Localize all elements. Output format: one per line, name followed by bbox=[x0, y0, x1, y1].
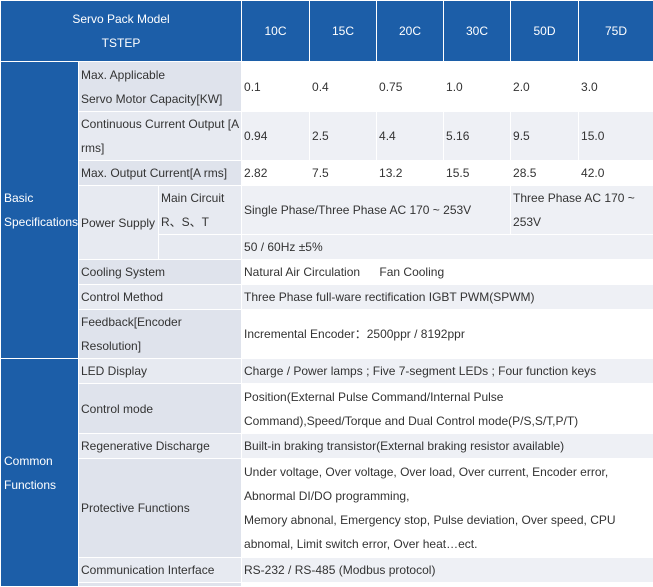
table-cell: 15.5 bbox=[444, 161, 511, 186]
feedback-value: Incremental Encoder：2500ppr / 8192ppr bbox=[242, 310, 653, 359]
model-col-15c: 15C bbox=[310, 1, 377, 62]
table-row: Continuous Current Output [A rms] 0.94 2… bbox=[1, 112, 653, 161]
table-row: Feedback[Encoder Resolution] Incremental… bbox=[1, 310, 653, 359]
row-label-max-output-current: Max. Output Current[A rms] bbox=[79, 161, 242, 186]
table-row: Control Method Three Phase full-ware rec… bbox=[1, 285, 653, 310]
row-label-protective-functions: Protective Functions bbox=[79, 459, 242, 558]
table-cell: 2.5 bbox=[310, 112, 377, 161]
table-cell: 4.4 bbox=[377, 112, 444, 161]
row-label-control-method: Control Method bbox=[79, 285, 242, 310]
table-cell: 0.75 bbox=[377, 62, 444, 112]
header-row: Servo Pack Model TSTEP 10C 15C 20C 30C 5… bbox=[1, 1, 653, 62]
row-label-feedback: Feedback[Encoder Resolution] bbox=[79, 310, 242, 359]
table-row: Basic Specifications Max. Applicable Ser… bbox=[1, 62, 653, 112]
regen-value: Built-in braking transistor(External bra… bbox=[242, 434, 653, 459]
category-common-functions: Common Functions bbox=[1, 359, 79, 587]
table-cell: 2.82 bbox=[242, 161, 310, 186]
spacer-cell bbox=[242, 583, 653, 587]
cooling-fan: Fan Cooling bbox=[379, 260, 444, 284]
row-label-regenerative-discharge: Regenerative Discharge bbox=[79, 434, 242, 459]
row-label-cooling-system: Cooling System bbox=[79, 260, 242, 285]
model-col-75d: 75D bbox=[579, 1, 653, 62]
table-cell: 0.94 bbox=[242, 112, 310, 161]
cooling-natural: Natural Air Circulation bbox=[244, 260, 360, 284]
table-row: Communication Interface RS-232 / RS-485 … bbox=[1, 558, 653, 583]
model-sub-label: TSTEP bbox=[3, 31, 239, 55]
model-label: Servo Pack Model bbox=[3, 7, 239, 31]
control-mode-value: Position(External Pulse Command/Internal… bbox=[242, 384, 653, 434]
model-col-50d: 50D bbox=[511, 1, 579, 62]
row-sublabel-empty bbox=[159, 235, 242, 260]
row-label-continuous-current: Continuous Current Output [A rms] bbox=[79, 112, 242, 161]
row-label-power-supply: Power Supply bbox=[79, 186, 159, 260]
spacer-cell bbox=[79, 583, 242, 587]
power-frequency: 50 / 60Hz ±5% bbox=[242, 235, 653, 260]
table-cell: 5.16 bbox=[444, 112, 511, 161]
table-row: Power Supply Main Circuit R、S、T Single P… bbox=[1, 186, 653, 235]
control-method-value: Three Phase full-ware rectification IGBT… bbox=[242, 285, 653, 310]
table-cell: 0.1 bbox=[242, 62, 310, 112]
table-row: Cooling System Natural Air Circulation F… bbox=[1, 260, 653, 285]
table-row: Common Functions LED Display Charge / Po… bbox=[1, 359, 653, 384]
cooling-values: Natural Air Circulation Fan Cooling bbox=[242, 260, 653, 285]
row-label-max-motor-capacity: Max. Applicable Servo Motor Capacity[KW] bbox=[79, 62, 242, 112]
table-cell: 42.0 bbox=[579, 161, 653, 186]
table-cell: 0.4 bbox=[310, 62, 377, 112]
table-cell: 1.0 bbox=[444, 62, 511, 112]
row-label-led-display: LED Display bbox=[79, 359, 242, 384]
row-label-control-mode: Control mode bbox=[79, 384, 242, 434]
table-row: Max. Output Current[A rms] 2.82 7.5 13.2… bbox=[1, 161, 653, 186]
table-cell: 3.0 bbox=[579, 62, 653, 112]
table-cell: 7.5 bbox=[310, 161, 377, 186]
model-header-cell: Servo Pack Model TSTEP bbox=[1, 1, 242, 62]
table-row: Protective Functions Under voltage, Over… bbox=[1, 459, 653, 558]
table-cell: 2.0 bbox=[511, 62, 579, 112]
table-row: Regenerative Discharge Built-in braking … bbox=[1, 434, 653, 459]
table-cell: 13.2 bbox=[377, 161, 444, 186]
table-row: Control mode Position(External Pulse Com… bbox=[1, 384, 653, 434]
category-basic-specifications: Basic Specifications bbox=[1, 62, 79, 359]
table-cell: 28.5 bbox=[511, 161, 579, 186]
protective-value: Under voltage, Over voltage, Over load, … bbox=[242, 459, 653, 558]
table-cell: 15.0 bbox=[579, 112, 653, 161]
model-col-20c: 20C bbox=[377, 1, 444, 62]
model-col-10c: 10C bbox=[242, 1, 310, 62]
model-col-30c: 30C bbox=[444, 1, 511, 62]
power-three-phase: Three Phase AC 170 ~ 253V bbox=[511, 186, 653, 235]
power-single-three-phase: Single Phase/Three Phase AC 170 ~ 253V bbox=[242, 186, 511, 235]
table-cell: 9.5 bbox=[511, 112, 579, 161]
communication-value: RS-232 / RS-485 (Modbus protocol) bbox=[242, 558, 653, 583]
row-label-communication-interface: Communication Interface bbox=[79, 558, 242, 583]
table-row bbox=[1, 583, 653, 587]
row-sublabel-main-circuit: Main Circuit R、S、T bbox=[159, 186, 242, 235]
led-display-value: Charge / Power lamps ; Five 7-segment LE… bbox=[242, 359, 653, 384]
